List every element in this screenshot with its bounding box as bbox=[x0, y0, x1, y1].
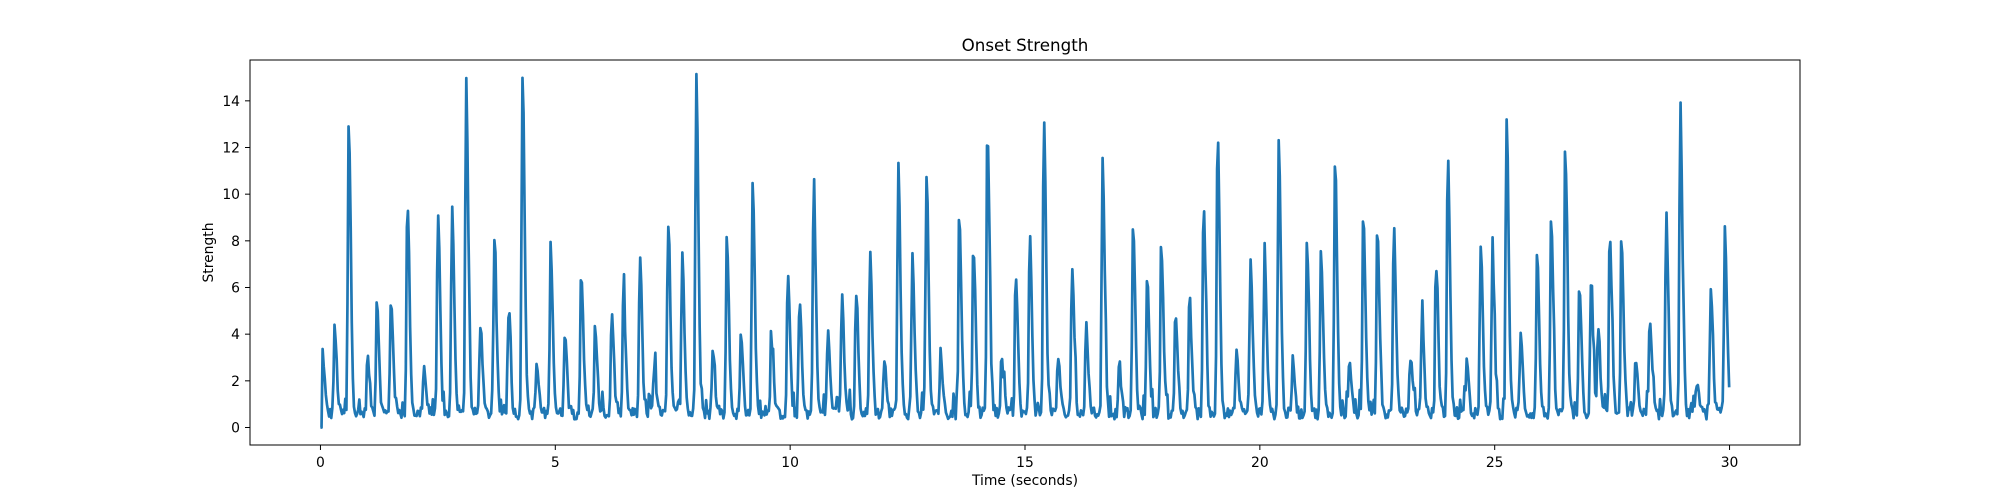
x-tick-label: 25 bbox=[1486, 455, 1504, 471]
y-tick-label: 12 bbox=[222, 141, 240, 157]
y-tick-label: 10 bbox=[222, 187, 240, 203]
y-tick-label: 4 bbox=[231, 327, 240, 343]
y-tick-label: 6 bbox=[231, 281, 240, 297]
x-tick-label: 20 bbox=[1251, 455, 1269, 471]
y-axis-ticks: 0 2 4 6 8 10 12 14 bbox=[222, 94, 250, 437]
x-axis-label: Time (seconds) bbox=[971, 473, 1078, 489]
y-tick-label: 2 bbox=[231, 374, 240, 390]
x-tick-label: 0 bbox=[316, 455, 325, 471]
series-layer bbox=[320, 72, 1731, 429]
chart-title: Onset Strength bbox=[962, 35, 1089, 55]
x-tick-label: 10 bbox=[781, 455, 799, 471]
x-tick-label: 5 bbox=[551, 455, 560, 471]
x-axis-ticks: 0 5 10 15 20 25 30 bbox=[316, 445, 1738, 471]
y-tick-label: 14 bbox=[222, 94, 240, 110]
y-tick-label: 0 bbox=[231, 421, 240, 437]
x-tick-label: 30 bbox=[1721, 455, 1739, 471]
x-tick-label: 15 bbox=[1016, 455, 1034, 471]
y-axis-label: Strength bbox=[201, 222, 217, 282]
onset-strength-line bbox=[320, 72, 1731, 429]
y-tick-label: 8 bbox=[231, 234, 240, 250]
